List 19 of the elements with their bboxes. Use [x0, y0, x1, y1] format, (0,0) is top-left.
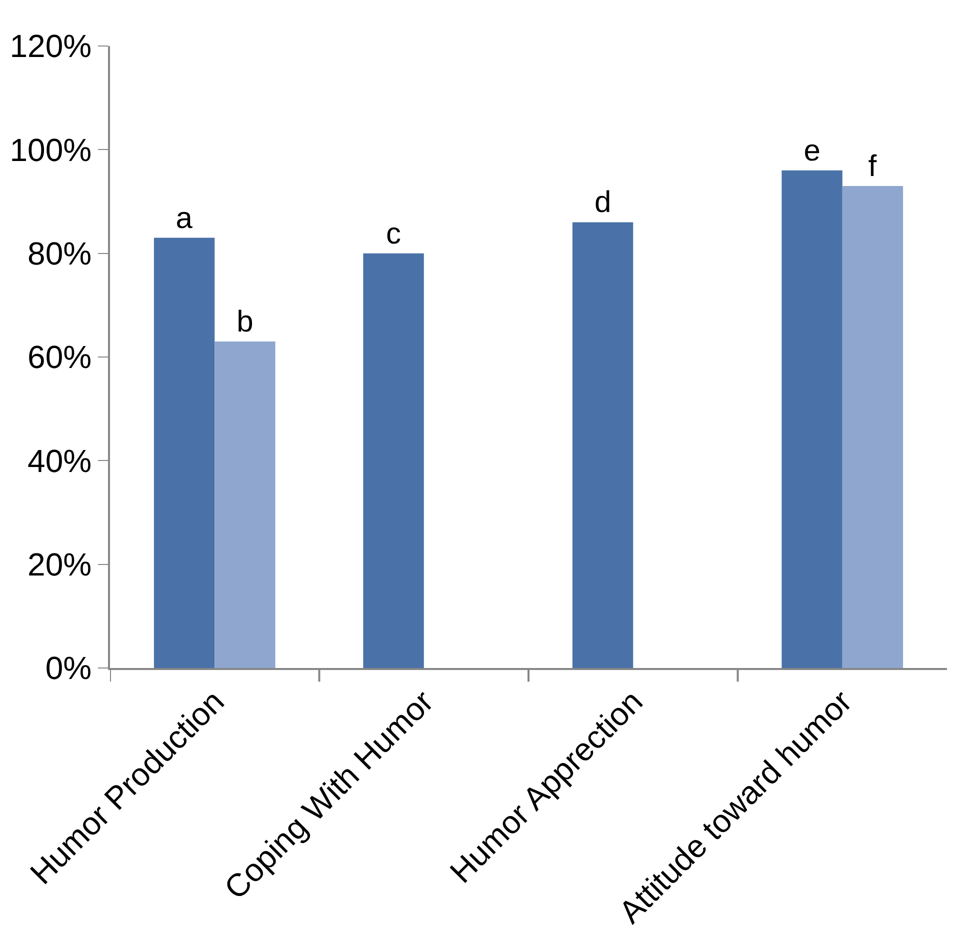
bar — [363, 253, 424, 668]
y-tick-label: 100% — [10, 132, 92, 168]
data-label: a — [176, 202, 193, 235]
bar — [842, 186, 904, 668]
y-tick-label: 120% — [10, 28, 92, 64]
y-tick-label: 40% — [28, 442, 92, 479]
data-label: e — [804, 134, 820, 168]
bar — [154, 238, 215, 668]
bar — [572, 222, 634, 668]
data-label: b — [236, 305, 254, 338]
y-tick-label: 0% — [45, 650, 92, 686]
data-label: f — [868, 150, 878, 183]
y-tick-label: 80% — [28, 236, 92, 272]
y-tick-label: 20% — [28, 546, 92, 583]
data-label: c — [386, 217, 402, 250]
y-tick-label: 60% — [28, 339, 92, 376]
data-label: d — [594, 186, 612, 220]
bar — [782, 170, 842, 668]
bar — [214, 341, 276, 668]
